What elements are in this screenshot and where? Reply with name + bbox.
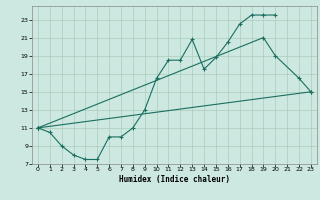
X-axis label: Humidex (Indice chaleur): Humidex (Indice chaleur) [119,175,230,184]
